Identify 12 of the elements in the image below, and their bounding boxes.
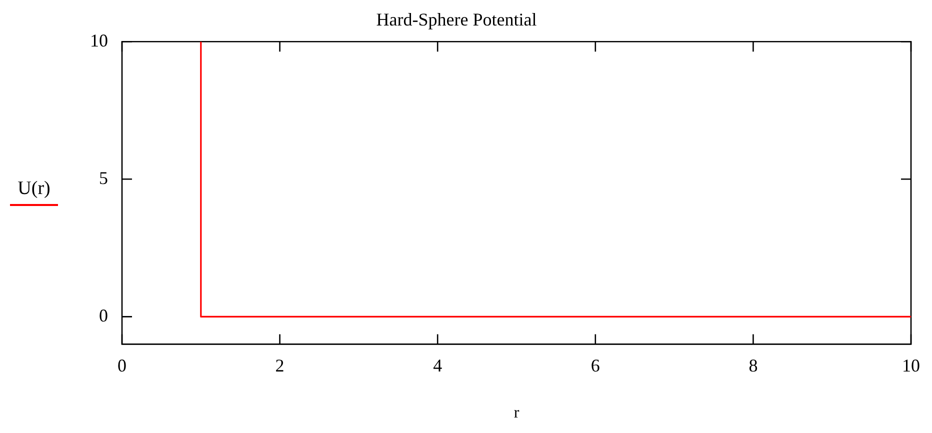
text: U(r) [16, 178, 52, 201]
x-tick-label: 2 [275, 356, 284, 376]
x-tick-label: 8 [748, 356, 758, 376]
chart-title: Hard-Sphere Potential [376, 10, 537, 30]
y-tick-label: 0 [99, 305, 108, 326]
x-tick-label: 4 [433, 356, 442, 376]
y-tick-label: 10 [90, 30, 108, 50]
x-tick-label: 10 [902, 356, 920, 376]
x-tick-label: 0 [118, 356, 126, 376]
x-axis-title: r [514, 404, 520, 422]
y-tick-label: 5 [99, 168, 108, 188]
x-tick-label: 6 [590, 356, 600, 376]
